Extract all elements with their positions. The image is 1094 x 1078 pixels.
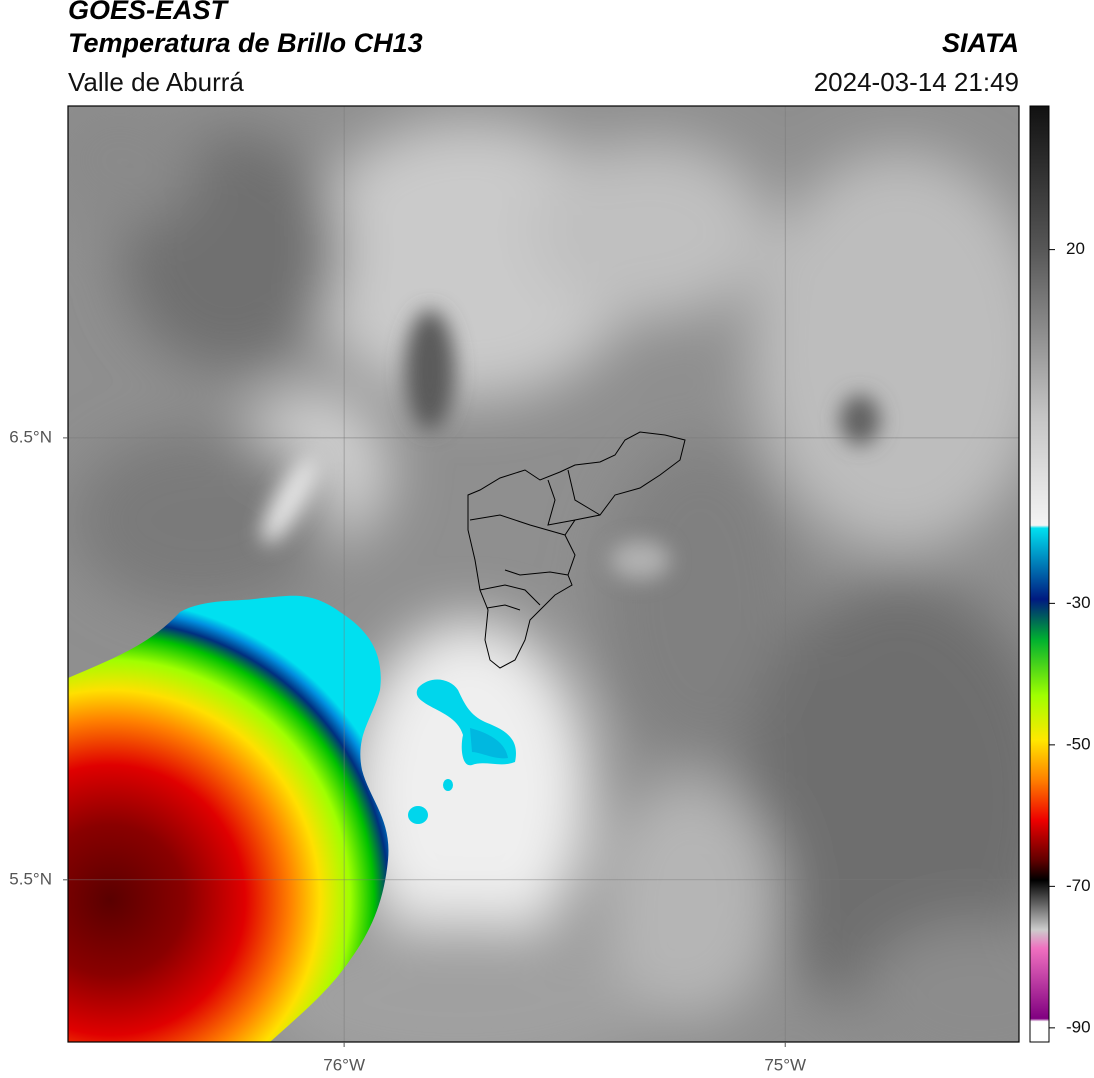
cold-cell-core xyxy=(470,728,508,759)
subtitle: Temperatura de Brillo CH13 xyxy=(68,28,423,58)
titles: GOES-EAST Temperatura de Brillo CH13 Val… xyxy=(68,0,1019,97)
title: GOES-EAST xyxy=(68,0,230,25)
cold-cloud xyxy=(68,595,389,1042)
cloud-detail xyxy=(261,310,880,580)
colorbar-tick-label: 20 xyxy=(1066,239,1085,258)
colorbar-tick-label: -50 xyxy=(1066,734,1091,753)
colorbar-tick-label: -30 xyxy=(1066,593,1091,612)
colorbar-tick-label: -90 xyxy=(1066,1017,1091,1036)
x-tick-label: 75°W xyxy=(764,1055,806,1074)
valley-boundary xyxy=(467,431,686,669)
y-tick-label: 6.5°N xyxy=(9,427,52,446)
map-imagery xyxy=(68,106,1019,1042)
map-frame xyxy=(67,105,1020,1043)
cold-speck xyxy=(443,779,453,791)
region: Valle de Aburrá xyxy=(68,67,244,97)
cold-speck xyxy=(408,806,428,824)
colorbar-tick-label: -70 xyxy=(1066,876,1091,895)
datetime: 2024-03-14 21:49 xyxy=(814,67,1019,97)
y-tick-label: 5.5°N xyxy=(9,869,52,888)
source: SIATA xyxy=(942,28,1019,58)
colorbar xyxy=(1029,105,1050,1043)
graticule xyxy=(68,106,1019,1042)
x-tick-label: 76°W xyxy=(323,1055,365,1074)
